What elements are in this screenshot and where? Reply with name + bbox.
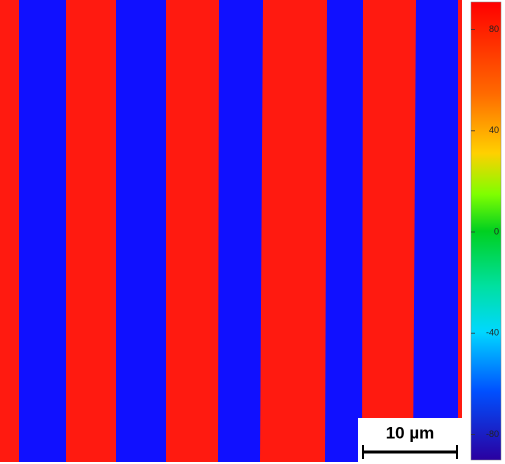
tick-label: 40 [489,125,499,135]
tick-label: -40 [486,328,499,338]
colorbar [470,1,502,461]
scale-bar: 10 µm [358,418,462,462]
scale-box [358,418,462,462]
scale-label: 10 µm [386,423,435,442]
phase-image [0,0,462,462]
colorbar-ticks: 80 40 0 -40 -80 [471,24,499,439]
tick-label: -80 [486,429,499,439]
tick-label: 0 [494,226,499,236]
tick-label: 80 [489,24,499,34]
